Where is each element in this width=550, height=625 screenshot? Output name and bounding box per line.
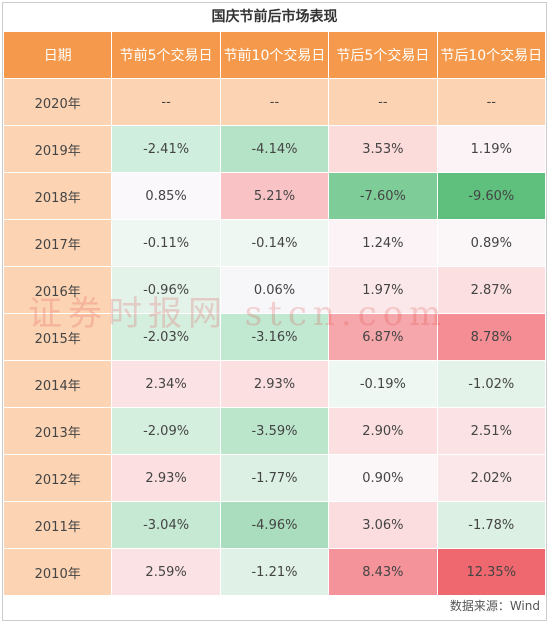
data-source: 数据来源：Wind <box>449 599 540 613</box>
value-cell: -2.09% <box>112 408 220 454</box>
value-cell: 2.93% <box>112 455 220 501</box>
value-cell: 2.59% <box>112 549 220 595</box>
value-cell: -4.96% <box>220 502 329 548</box>
table-row: 2010年 2.59% -1.21% 8.43% 12.35% <box>4 549 545 595</box>
value-cell: 2.93% <box>220 361 329 407</box>
value-cell: -3.04% <box>112 502 220 548</box>
value-cell: -1.77% <box>220 455 329 501</box>
year-cell: 2020年 <box>4 79 112 125</box>
value-cell: 8.43% <box>329 549 437 595</box>
table-row: 2013年 -2.09% -3.59% 2.90% 2.51% <box>4 408 545 454</box>
value-cell: -- <box>437 79 545 125</box>
value-cell: 0.89% <box>437 220 545 266</box>
value-cell: -- <box>220 79 329 125</box>
table-row: 2015年 -2.03% -3.16% 6.87% 8.78% <box>4 314 545 360</box>
value-cell: -2.03% <box>112 314 220 360</box>
value-cell: 12.35% <box>437 549 545 595</box>
table-title: 国庆节前后市场表现 <box>211 9 338 25</box>
value-cell: 2.34% <box>112 361 220 407</box>
table-body: 2020年 -- -- -- -- 2019年 -2.41% -4.14% 3.53% 1.19%… <box>4 79 545 595</box>
year-cell: 2011年 <box>4 502 112 548</box>
year-cell: 2016年 <box>4 267 112 313</box>
value-cell: 6.87% <box>329 314 437 360</box>
value-cell: -9.60% <box>437 173 545 219</box>
value-cell: -3.16% <box>220 314 329 360</box>
header-date: 日期 <box>4 32 112 78</box>
value-cell: 1.97% <box>329 267 437 313</box>
value-cell: -1.78% <box>437 502 545 548</box>
year-cell: 2019年 <box>4 126 112 172</box>
year-cell: 2018年 <box>4 173 112 219</box>
table-row: 2019年 -2.41% -4.14% 3.53% 1.19% <box>4 126 545 172</box>
value-cell: 2.90% <box>329 408 437 454</box>
value-cell: -2.41% <box>112 126 220 172</box>
value-cell: 0.90% <box>329 455 437 501</box>
value-cell: 3.53% <box>329 126 437 172</box>
year-cell: 2014年 <box>4 361 112 407</box>
value-cell: -- <box>329 79 437 125</box>
year-cell: 2010年 <box>4 549 112 595</box>
market-table: 日期 节前5个交易日 节前10个交易日 节后5个交易日 节后10个交易日 202… <box>3 31 546 596</box>
value-cell: 0.85% <box>112 173 220 219</box>
value-cell: 2.51% <box>437 408 545 454</box>
header-pre5: 节前5个交易日 <box>112 32 220 78</box>
year-cell: 2012年 <box>4 455 112 501</box>
header-post10: 节后10个交易日 <box>437 32 545 78</box>
value-cell: 1.19% <box>437 126 545 172</box>
value-cell: -0.96% <box>112 267 220 313</box>
year-cell: 2013年 <box>4 408 112 454</box>
value-cell: 5.21% <box>220 173 329 219</box>
value-cell: -- <box>112 79 220 125</box>
value-cell: 3.06% <box>329 502 437 548</box>
value-cell: -4.14% <box>220 126 329 172</box>
year-cell: 2015年 <box>4 314 112 360</box>
value-cell: -1.21% <box>220 549 329 595</box>
header-row: 日期 节前5个交易日 节前10个交易日 节后5个交易日 节后10个交易日 <box>4 32 545 78</box>
table-row: 2020年 -- -- -- -- <box>4 79 545 125</box>
value-cell: -7.60% <box>329 173 437 219</box>
value-cell: 2.02% <box>437 455 545 501</box>
table-row: 2012年 2.93% -1.77% 0.90% 2.02% <box>4 455 545 501</box>
table-row: 2016年 -0.96% 0.06% 1.97% 2.87% <box>4 267 545 313</box>
value-cell: -3.59% <box>220 408 329 454</box>
table-row: 2017年 -0.11% -0.14% 1.24% 0.89% <box>4 220 545 266</box>
value-cell: 1.24% <box>329 220 437 266</box>
table-row: 2018年 0.85% 5.21% -7.60% -9.60% <box>4 173 545 219</box>
value-cell: -0.19% <box>329 361 437 407</box>
year-cell: 2017年 <box>4 220 112 266</box>
header-pre10: 节前10个交易日 <box>220 32 329 78</box>
table-row: 2011年 -3.04% -4.96% 3.06% -1.78% <box>4 502 545 548</box>
value-cell: 2.87% <box>437 267 545 313</box>
value-cell: -0.11% <box>112 220 220 266</box>
value-cell: 8.78% <box>437 314 545 360</box>
value-cell: -0.14% <box>220 220 329 266</box>
header-post5: 节后5个交易日 <box>329 32 437 78</box>
value-cell: -1.02% <box>437 361 545 407</box>
value-cell: 0.06% <box>220 267 329 313</box>
table-row: 2014年 2.34% 2.93% -0.19% -1.02% <box>4 361 545 407</box>
